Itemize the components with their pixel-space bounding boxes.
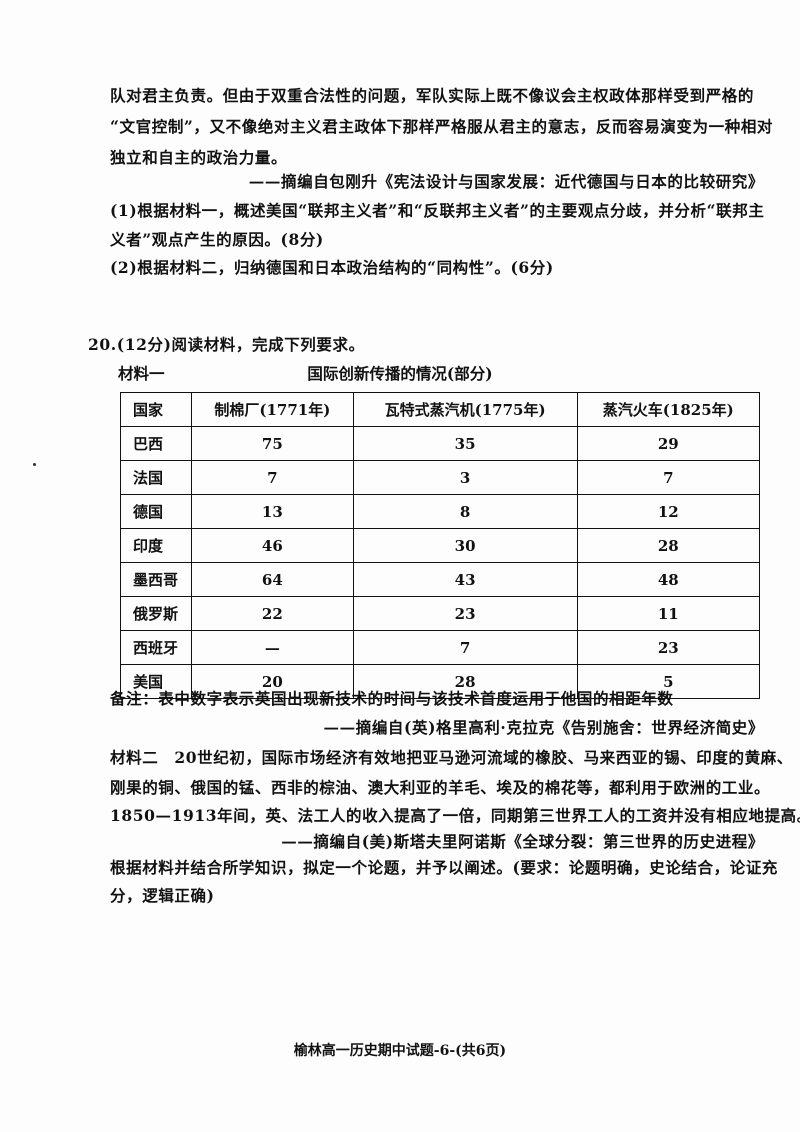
table-row: 西班牙 —7 23	[120, 630, 761, 665]
years-cell: 13	[191, 494, 354, 529]
material-2-line: 刚果的铜、俄国的锰、西非的棕油、澳大利亚的羊毛、埃及的棉花等，都利用于欧洲的工业…	[110, 778, 771, 797]
table-header-row: 国家 制棉厂(1771年) 瓦特式蒸汽机(1775年) 蒸汽火车(1825年)	[120, 392, 761, 427]
table-row: 巴西 75 35 29	[120, 426, 761, 461]
task-text-cont: 分，逻辑正确)	[110, 886, 215, 905]
table-row: 俄罗斯 22 23 11	[120, 596, 761, 631]
years-cell: —	[191, 630, 354, 665]
table-row: 法国 7 3 7	[120, 460, 761, 495]
years-cell: 20	[191, 664, 354, 699]
table-row: 印度 46 30 28	[120, 528, 761, 563]
years-cell: 46	[191, 528, 354, 563]
text-line: 独立和自主的政治力量。	[110, 148, 288, 167]
country-cell: 德国	[120, 494, 192, 529]
country-cell: 西班牙	[120, 630, 192, 665]
years-cell: 64	[191, 562, 354, 597]
years-cell: 35	[352, 426, 578, 461]
years-cell: 7	[576, 460, 761, 495]
column-header: 瓦特式蒸汽机(1775年)	[352, 392, 578, 427]
years-cell: 8	[352, 494, 578, 529]
years-cell: 22	[191, 596, 354, 631]
years-cell: 11	[576, 596, 761, 631]
source-citation: ——摘编自(美)斯塔夫里阿诺斯《全球分裂：第三世界的历史进程》	[281, 832, 764, 851]
table-row: 美国 20 28 5	[120, 664, 761, 699]
column-header: 蒸汽火车(1825年)	[576, 392, 761, 427]
country-cell: 俄罗斯	[120, 596, 192, 631]
text-line: “文官控制”，又不像绝对主义君主政体下那样严格服从君主的意志，反而容易演变为一种…	[110, 117, 774, 136]
years-cell: 12	[576, 494, 761, 529]
table-row: 墨西哥 64 43 48	[120, 562, 761, 597]
source-citation: ——摘编自包刚升《宪法设计与国家发展：近代德国与日本的比较研究》	[248, 172, 764, 191]
country-cell: 法国	[120, 460, 192, 495]
years-cell: 23	[576, 630, 761, 665]
text-line: 队对君主负责。但由于双重合法性的问题，军队实际上既不像议会主权政体那样受到严格的	[110, 86, 755, 105]
country-cell: 巴西	[120, 426, 192, 461]
years-cell: 5	[576, 664, 761, 699]
years-cell: 29	[576, 426, 761, 461]
question-1-cont: 义者”观点产生的原因。(8分)	[110, 230, 324, 249]
material-2-line: 1850—1913年间，英、法工人的收入提高了一倍，同期第三世界工人的工资并没有…	[110, 806, 800, 825]
page-footer: 榆林高一历史期中试题-6-(共6页)	[293, 1043, 507, 1059]
task-text: 根据材料并结合所学知识，拟定一个论题，并予以阐述。(要求：论题明确，史论结合，论…	[110, 858, 779, 877]
question-20-heading: 20.(12分)阅读材料，完成下列要求。	[88, 335, 365, 354]
years-cell: 3	[352, 460, 578, 495]
years-cell: 28	[576, 528, 761, 563]
years-cell: 75	[191, 426, 354, 461]
table-note: 备注：表中数字表示英国出现新技术的时间与该技术首度运用于他国的相距年数	[110, 689, 674, 708]
country-cell: 印度	[120, 528, 192, 563]
years-cell: 23	[352, 596, 578, 631]
table-row: 德国 13 8 12	[120, 494, 761, 529]
years-cell: 43	[352, 562, 578, 597]
years-cell: 7	[191, 460, 354, 495]
column-header: 制棉厂(1771年)	[191, 392, 354, 427]
years-cell: 7	[352, 630, 578, 665]
question-2: (2)根据材料二，归纳德国和日本政治结构的“同构性”。(6分)	[110, 258, 554, 277]
column-header: 国家	[120, 392, 192, 427]
table-title: 国际创新传播的情况(部分)	[307, 364, 493, 383]
innovation-table: 国家 制棉厂(1771年) 瓦特式蒸汽机(1775年) 蒸汽火车(1825年) …	[120, 392, 761, 699]
years-cell: 48	[576, 562, 761, 597]
scan-speck	[33, 463, 36, 466]
years-cell: 30	[352, 528, 578, 563]
material-2-line: 材料二 20世纪初，国际市场经济有效地把亚马逊河流域的橡胶、马来西亚的锡、印度的…	[110, 748, 793, 767]
source-citation: ——摘编自(英)格里高利·克拉克《告别施舍：世界经济简史》	[323, 718, 764, 737]
country-cell: 美国	[120, 664, 192, 699]
question-1: (1)根据材料一，概述美国“联邦主义者”和“反联邦主义者”的主要观点分歧，并分析…	[110, 201, 765, 220]
material-1-label: 材料一	[118, 364, 165, 383]
years-cell: 28	[352, 664, 578, 699]
country-cell: 墨西哥	[120, 562, 192, 597]
